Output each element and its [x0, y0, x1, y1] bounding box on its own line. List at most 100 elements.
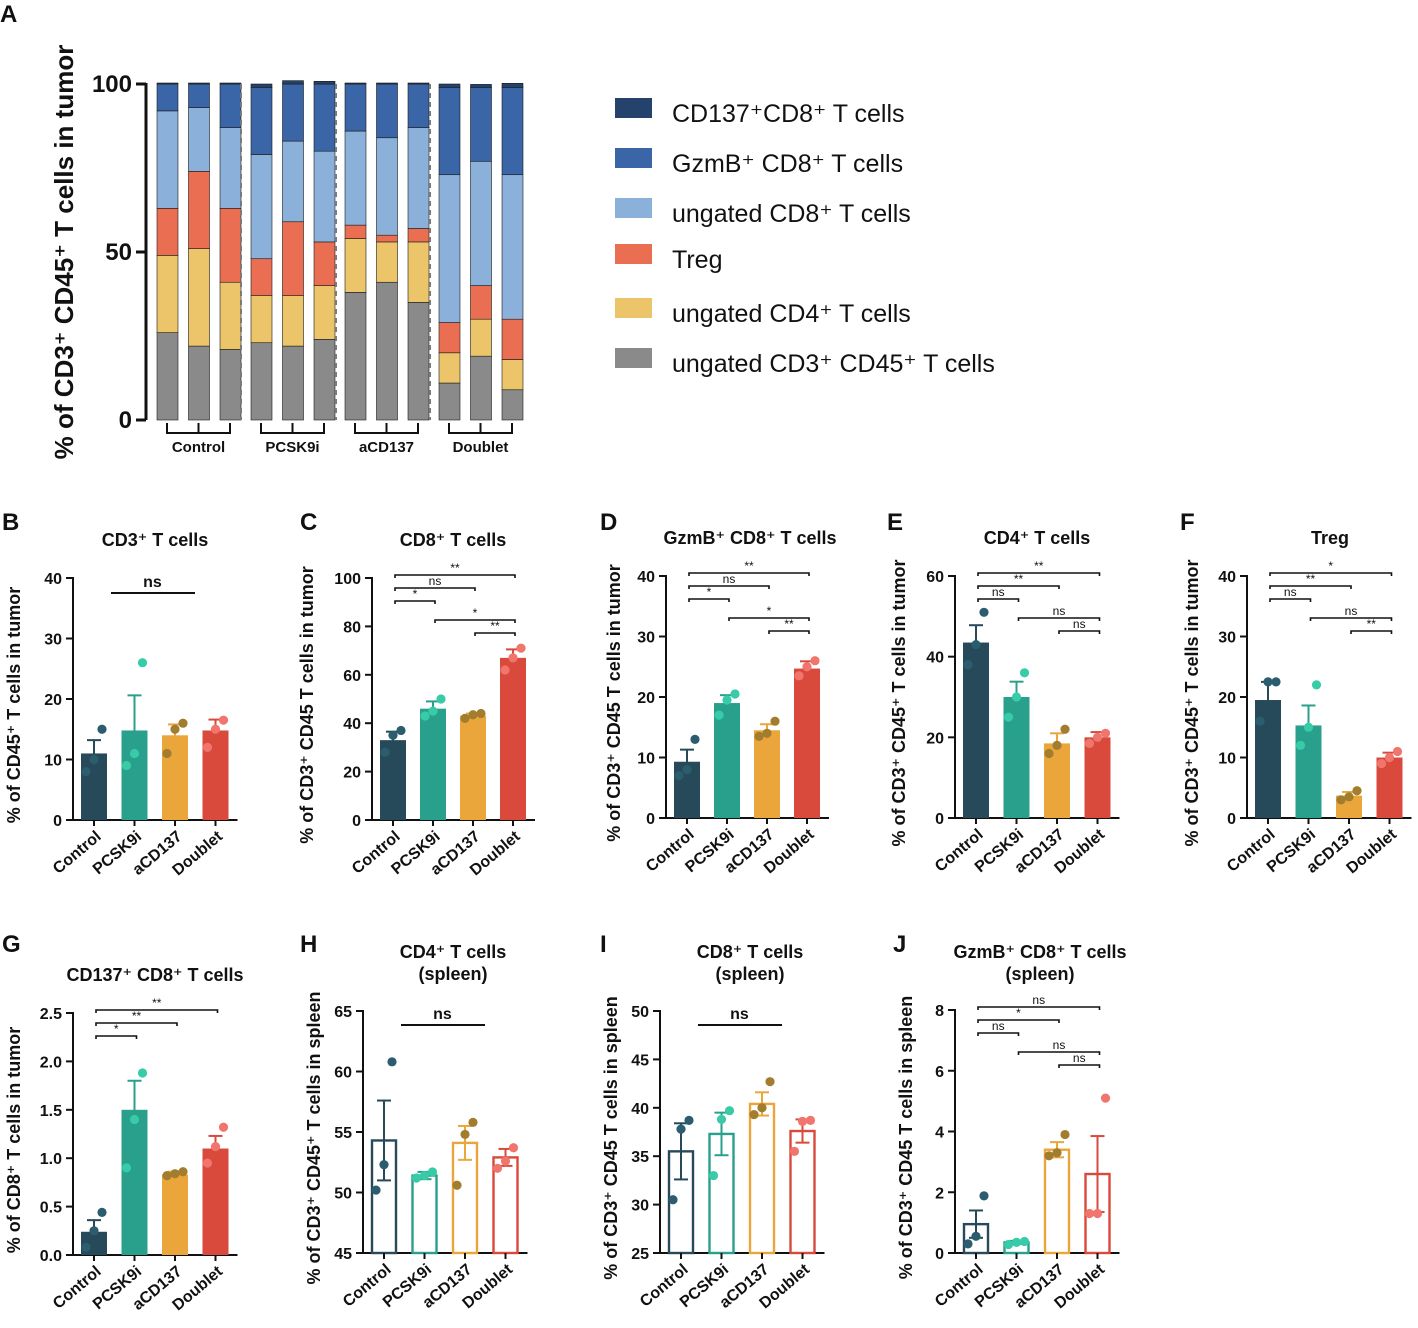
sig-bracket	[977, 1032, 1020, 1036]
data-point	[1052, 740, 1062, 751]
stack-segment	[250, 342, 273, 421]
y-tick-label: 10	[1218, 751, 1236, 768]
data-point	[1044, 1151, 1054, 1161]
panel-label: F	[1180, 509, 1195, 536]
stack-segment	[407, 127, 430, 229]
data-point	[765, 1077, 775, 1087]
bar	[714, 703, 740, 818]
chart-subtitle: (spleen)	[1005, 964, 1074, 984]
group-bracket	[260, 423, 325, 434]
y-tick-label: 0	[1227, 811, 1236, 828]
data-point	[202, 1158, 213, 1168]
data-point	[460, 1129, 470, 1140]
data-point	[500, 1156, 511, 1166]
data-point	[1255, 716, 1265, 726]
stack-segment	[188, 107, 210, 172]
stack-segment	[219, 82, 242, 85]
legend-swatch	[615, 198, 652, 218]
data-point	[668, 1195, 678, 1205]
data-point	[708, 1170, 719, 1181]
stack-segment	[282, 80, 304, 85]
stack-segment	[219, 83, 242, 128]
sig-bracket	[977, 1019, 1060, 1023]
stack-segment	[188, 248, 210, 347]
stack-segment	[282, 295, 304, 347]
y-axis-label: % of CD3⁺ CD45⁺ T cells in spleen	[304, 991, 324, 1284]
sig-label: **	[1306, 572, 1316, 586]
y-tick-label: 6	[935, 1064, 944, 1081]
stack-segment	[250, 295, 273, 344]
chart-title: CD137⁺ CD8⁺ T cells	[66, 965, 243, 985]
stack-segment	[407, 83, 430, 128]
data-point	[468, 710, 478, 720]
data-point	[380, 747, 390, 757]
data-point	[1092, 732, 1103, 742]
sig-label: *	[1328, 559, 1333, 573]
y-tick-label: 55	[334, 1125, 352, 1142]
y-tick-label: 40	[637, 569, 655, 586]
stack-segment	[376, 82, 398, 85]
sig-bracket	[1350, 630, 1393, 634]
sig-label: *	[707, 585, 712, 599]
sig-bracket	[1058, 1064, 1101, 1068]
sig-label: **	[152, 996, 162, 1010]
stack-segment	[313, 241, 336, 286]
y-tick-label: 40	[926, 650, 944, 667]
data-point	[674, 771, 684, 781]
y-tick-label: 30	[1218, 630, 1236, 647]
sig-label: **	[744, 559, 754, 573]
data-point	[460, 713, 470, 723]
y-tick-label: 25	[631, 1246, 649, 1263]
data-point	[89, 1226, 99, 1236]
sig-label: ns	[429, 574, 442, 588]
y-axis-label: % of CD3⁺ CD45⁺ T cells in tumor	[49, 45, 79, 460]
sig-label: ns	[992, 585, 1005, 599]
y-tick-label: 40	[44, 571, 62, 588]
data-point	[724, 1106, 735, 1116]
data-point	[730, 689, 740, 699]
sig-label: **	[1034, 559, 1044, 573]
sig-label: ns	[143, 574, 162, 591]
stack-segment	[376, 137, 398, 236]
y-tick-label: 0	[119, 407, 132, 434]
stack-segment	[344, 130, 367, 226]
data-point	[690, 734, 700, 744]
stack-segment	[376, 234, 398, 243]
y-tick-label: 35	[631, 1149, 649, 1166]
chart-title: CD3⁺ T cells	[102, 530, 209, 550]
y-tick-label: 2.5	[40, 1006, 62, 1023]
panel-label: J	[893, 931, 906, 958]
data-point	[1376, 758, 1387, 769]
stack-segment	[501, 174, 524, 320]
stack-segment	[344, 224, 367, 239]
data-point	[1011, 1237, 1022, 1247]
panel-label: G	[2, 931, 21, 958]
data-point	[971, 1231, 981, 1241]
data-point	[1052, 1148, 1062, 1158]
y-tick-label: 0	[935, 1246, 944, 1263]
data-point	[1311, 680, 1322, 690]
data-point	[757, 1103, 767, 1113]
data-point	[492, 1163, 503, 1173]
y-axis-label: % of CD3⁺ CD45 T cells in spleen	[601, 996, 621, 1280]
y-tick-label: 100	[92, 71, 132, 98]
data-point	[1060, 1129, 1070, 1140]
stack-segment	[501, 389, 524, 421]
data-point	[476, 708, 486, 719]
stack-segment	[344, 238, 367, 293]
y-axis-label: % of CD45⁺ T cells in tumor	[4, 587, 24, 824]
data-point	[388, 730, 398, 740]
group-bracket	[354, 423, 419, 434]
bar	[1084, 737, 1111, 818]
y-tick-label: 60	[334, 1065, 352, 1082]
data-point	[1092, 1208, 1103, 1219]
data-point	[979, 1191, 989, 1201]
data-point	[81, 767, 91, 777]
y-axis-label: % of CD3⁺ CD45 T cells in tumor	[297, 566, 317, 844]
data-point	[129, 748, 140, 759]
y-tick-label: 0.0	[40, 1248, 62, 1265]
data-point	[802, 662, 812, 672]
stack-segment	[407, 228, 430, 243]
sig-label: *	[114, 1022, 119, 1036]
sig-bracket	[977, 572, 1101, 576]
